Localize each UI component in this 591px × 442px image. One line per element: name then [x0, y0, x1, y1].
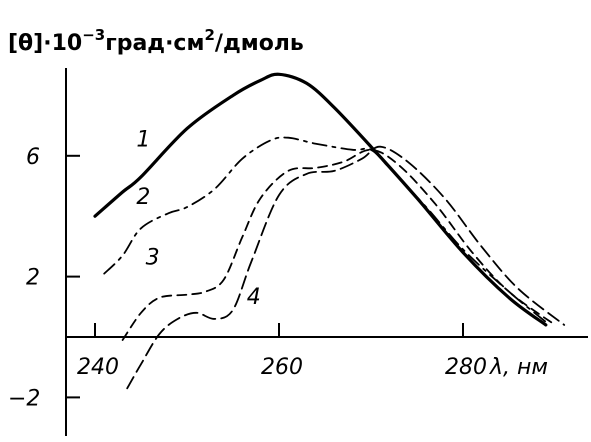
series-line-2	[103, 136, 547, 323]
series-label-2: 2	[136, 185, 150, 210]
series-line-1	[93, 72, 548, 327]
series-label-3: 3	[146, 246, 160, 271]
y-axis-title-middle: град·см	[105, 31, 204, 56]
chart-series	[93, 72, 566, 390]
series-line-3	[121, 148, 556, 341]
y-axis-title-prefix: [θ]·10	[8, 31, 82, 56]
series-label-1: 1	[136, 128, 150, 153]
y-axis-title-superscript: 2	[204, 26, 214, 44]
y-axis-title-suffix: /дмоль	[215, 31, 304, 56]
y-tick-label: −2	[8, 386, 40, 411]
series-label-4: 4	[247, 285, 261, 310]
series-labels: 1 2 3 4	[136, 128, 260, 310]
series-line-4	[126, 145, 566, 390]
axis-ticks: 240 260 280 6 2 −2	[8, 145, 487, 412]
x-tick-label: 280	[445, 355, 487, 380]
y-tick-label: 2	[26, 266, 40, 291]
x-tick-label: 240	[77, 355, 119, 380]
y-axis-title: [θ]·10−3град·см2/дмоль	[8, 26, 304, 56]
x-tick-label: 260	[261, 355, 303, 380]
y-tick-label: 6	[26, 145, 40, 170]
x-axis-title: λ, нм	[489, 355, 548, 380]
y-axis-title-exponent: −3	[82, 26, 105, 44]
